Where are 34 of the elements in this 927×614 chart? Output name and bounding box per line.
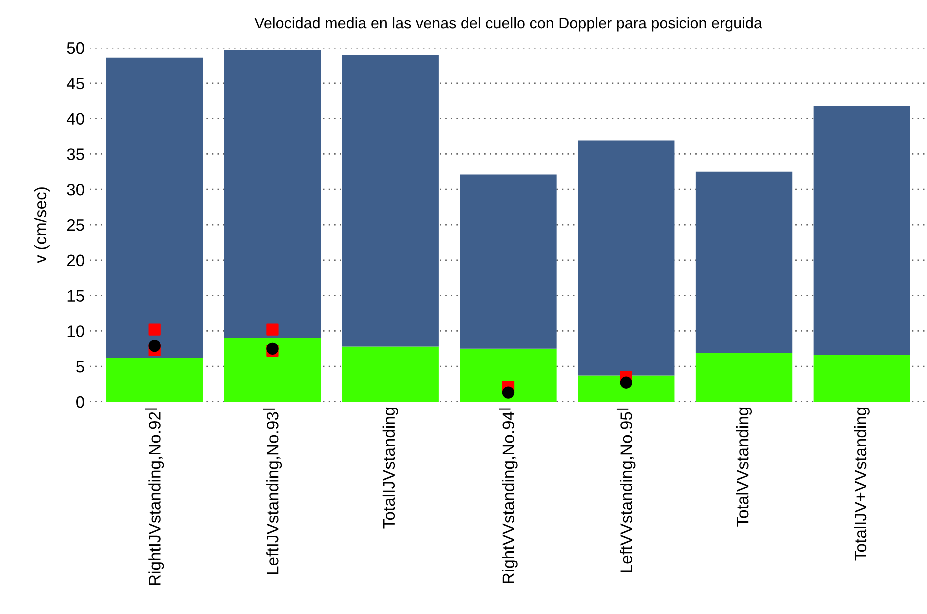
x-tick-label: RightIJVstanding,No.92$^{|}$ xyxy=(145,408,164,586)
y-tick-label: 15 xyxy=(68,290,84,302)
x-tick-label: TotalIJVstanding xyxy=(382,408,398,529)
bar xyxy=(578,376,675,402)
bar xyxy=(342,55,439,347)
bar xyxy=(696,172,793,354)
y-tick-label: 0 xyxy=(76,396,84,408)
y-axis-title: v (cm/sec) xyxy=(34,188,50,264)
y-tick-label: 20 xyxy=(67,254,84,267)
bar xyxy=(106,58,204,358)
bar xyxy=(224,338,322,402)
bar xyxy=(460,348,557,402)
x-tick-label: TotalIJV+VVstanding xyxy=(854,408,870,561)
bar xyxy=(342,346,439,402)
bar xyxy=(814,106,910,356)
bar xyxy=(106,358,204,402)
y-tick-label: 50 xyxy=(67,42,84,54)
x-tick-label: RightVVstanding,No.94$^{|}$ xyxy=(499,408,518,584)
bar xyxy=(696,353,793,402)
chart-title: Velocidad media en las venas del cuello con Doppler para posicion erguida xyxy=(254,17,762,32)
y-tick-label: 5 xyxy=(76,361,84,373)
y-tick-label: 40 xyxy=(66,113,84,126)
y-tick-label: 35 xyxy=(67,148,84,160)
x-tick-label: LeftVVstanding,No.95$^{|}$ xyxy=(616,408,636,572)
y-tick-label: 45 xyxy=(66,78,84,90)
y-tick-label: 10 xyxy=(68,326,84,338)
bar xyxy=(814,355,910,402)
bar xyxy=(578,140,675,376)
bar xyxy=(224,50,322,338)
x-tick-label: LeftIJVstanding,No.93$^{|}$ xyxy=(263,408,282,574)
bar xyxy=(460,174,557,349)
y-tick-label: 25 xyxy=(67,219,84,232)
y-tick-label: 30 xyxy=(67,184,84,196)
x-tick-label: TotalVVstanding xyxy=(736,408,752,527)
